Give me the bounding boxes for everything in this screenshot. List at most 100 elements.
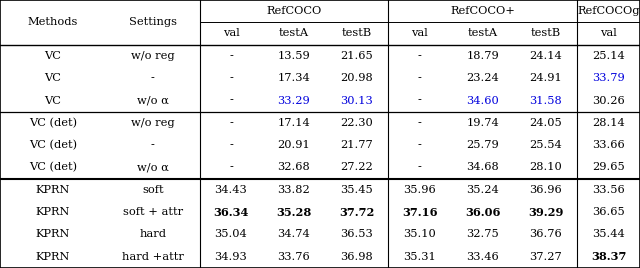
Text: 29.65: 29.65 bbox=[592, 162, 625, 173]
Text: 20.91: 20.91 bbox=[278, 140, 310, 150]
Text: 39.29: 39.29 bbox=[528, 207, 563, 218]
Text: w/o reg: w/o reg bbox=[131, 51, 175, 61]
Text: 35.96: 35.96 bbox=[403, 185, 436, 195]
Text: 33.46: 33.46 bbox=[467, 252, 499, 262]
Text: val: val bbox=[412, 28, 428, 39]
Text: 25.79: 25.79 bbox=[467, 140, 499, 150]
Text: 31.58: 31.58 bbox=[529, 95, 562, 106]
Text: 36.06: 36.06 bbox=[465, 207, 500, 218]
Text: 22.30: 22.30 bbox=[340, 118, 373, 128]
Text: RefCOCO+: RefCOCO+ bbox=[451, 6, 515, 16]
Text: KPRN: KPRN bbox=[36, 229, 70, 240]
Text: 24.05: 24.05 bbox=[529, 118, 562, 128]
Text: VC (det): VC (det) bbox=[29, 140, 77, 150]
Text: 33.79: 33.79 bbox=[592, 73, 625, 83]
Text: 27.22: 27.22 bbox=[340, 162, 373, 173]
Text: 21.65: 21.65 bbox=[340, 51, 373, 61]
Text: w/o reg: w/o reg bbox=[131, 118, 175, 128]
Text: KPRN: KPRN bbox=[36, 252, 70, 262]
Text: VC: VC bbox=[45, 73, 61, 83]
Text: 28.10: 28.10 bbox=[529, 162, 562, 173]
Text: VC: VC bbox=[45, 51, 61, 61]
Text: 33.56: 33.56 bbox=[592, 185, 625, 195]
Text: val: val bbox=[600, 28, 617, 39]
Text: -: - bbox=[151, 73, 155, 83]
Text: 17.14: 17.14 bbox=[278, 118, 310, 128]
Text: 35.04: 35.04 bbox=[214, 229, 247, 240]
Text: -: - bbox=[418, 118, 422, 128]
Text: VC (det): VC (det) bbox=[29, 118, 77, 128]
Text: 35.31: 35.31 bbox=[403, 252, 436, 262]
Text: 21.77: 21.77 bbox=[340, 140, 373, 150]
Text: 38.37: 38.37 bbox=[591, 251, 626, 262]
Text: 32.75: 32.75 bbox=[467, 229, 499, 240]
Text: 37.72: 37.72 bbox=[339, 207, 374, 218]
Text: 17.34: 17.34 bbox=[278, 73, 310, 83]
Text: 35.45: 35.45 bbox=[340, 185, 373, 195]
Text: KPRN: KPRN bbox=[36, 185, 70, 195]
Text: 25.14: 25.14 bbox=[592, 51, 625, 61]
Text: 30.26: 30.26 bbox=[592, 95, 625, 106]
Text: -: - bbox=[151, 140, 155, 150]
Text: -: - bbox=[229, 73, 233, 83]
Text: KPRN: KPRN bbox=[36, 207, 70, 217]
Text: 33.82: 33.82 bbox=[278, 185, 310, 195]
Text: -: - bbox=[418, 51, 422, 61]
Text: 34.43: 34.43 bbox=[214, 185, 247, 195]
Text: 33.76: 33.76 bbox=[278, 252, 310, 262]
Text: 36.76: 36.76 bbox=[529, 229, 562, 240]
Text: 32.68: 32.68 bbox=[278, 162, 310, 173]
Text: 35.28: 35.28 bbox=[276, 207, 312, 218]
Text: 36.65: 36.65 bbox=[592, 207, 625, 217]
Text: 35.44: 35.44 bbox=[592, 229, 625, 240]
Text: 19.74: 19.74 bbox=[467, 118, 499, 128]
Text: 23.24: 23.24 bbox=[467, 73, 499, 83]
Text: 33.29: 33.29 bbox=[278, 95, 310, 106]
Text: Settings: Settings bbox=[129, 17, 177, 27]
Text: -: - bbox=[229, 140, 233, 150]
Text: -: - bbox=[229, 51, 233, 61]
Text: testB: testB bbox=[342, 28, 372, 39]
Text: w/o α: w/o α bbox=[137, 95, 169, 106]
Text: RefCOCOg: RefCOCOg bbox=[577, 6, 640, 16]
Text: -: - bbox=[229, 162, 233, 173]
Text: 34.74: 34.74 bbox=[278, 229, 310, 240]
Text: soft: soft bbox=[142, 185, 164, 195]
Text: -: - bbox=[418, 162, 422, 173]
Text: 36.34: 36.34 bbox=[213, 207, 249, 218]
Text: 34.93: 34.93 bbox=[214, 252, 247, 262]
Text: soft + attr: soft + attr bbox=[123, 207, 183, 217]
Text: -: - bbox=[418, 73, 422, 83]
Text: -: - bbox=[418, 140, 422, 150]
Text: testA: testA bbox=[468, 28, 498, 39]
Text: 28.14: 28.14 bbox=[592, 118, 625, 128]
Text: testA: testA bbox=[279, 28, 309, 39]
Text: 34.68: 34.68 bbox=[467, 162, 499, 173]
Text: 33.66: 33.66 bbox=[592, 140, 625, 150]
Text: 13.59: 13.59 bbox=[278, 51, 310, 61]
Text: 37.16: 37.16 bbox=[402, 207, 438, 218]
Text: 35.24: 35.24 bbox=[467, 185, 499, 195]
Text: 36.96: 36.96 bbox=[529, 185, 562, 195]
Text: 30.13: 30.13 bbox=[340, 95, 373, 106]
Text: -: - bbox=[418, 95, 422, 106]
Text: hard: hard bbox=[140, 229, 166, 240]
Text: Methods: Methods bbox=[28, 17, 78, 27]
Text: VC: VC bbox=[45, 95, 61, 106]
Text: 37.27: 37.27 bbox=[529, 252, 562, 262]
Text: w/o α: w/o α bbox=[137, 162, 169, 173]
Text: 24.91: 24.91 bbox=[529, 73, 562, 83]
Text: 25.54: 25.54 bbox=[529, 140, 562, 150]
Text: 36.53: 36.53 bbox=[340, 229, 373, 240]
Text: hard +attr: hard +attr bbox=[122, 252, 184, 262]
Text: testB: testB bbox=[531, 28, 561, 39]
Text: val: val bbox=[223, 28, 239, 39]
Text: -: - bbox=[229, 95, 233, 106]
Text: -: - bbox=[229, 118, 233, 128]
Text: 34.60: 34.60 bbox=[467, 95, 499, 106]
Text: 24.14: 24.14 bbox=[529, 51, 562, 61]
Text: 18.79: 18.79 bbox=[467, 51, 499, 61]
Text: 20.98: 20.98 bbox=[340, 73, 373, 83]
Text: 36.98: 36.98 bbox=[340, 252, 373, 262]
Text: RefCOCO: RefCOCO bbox=[266, 6, 321, 16]
